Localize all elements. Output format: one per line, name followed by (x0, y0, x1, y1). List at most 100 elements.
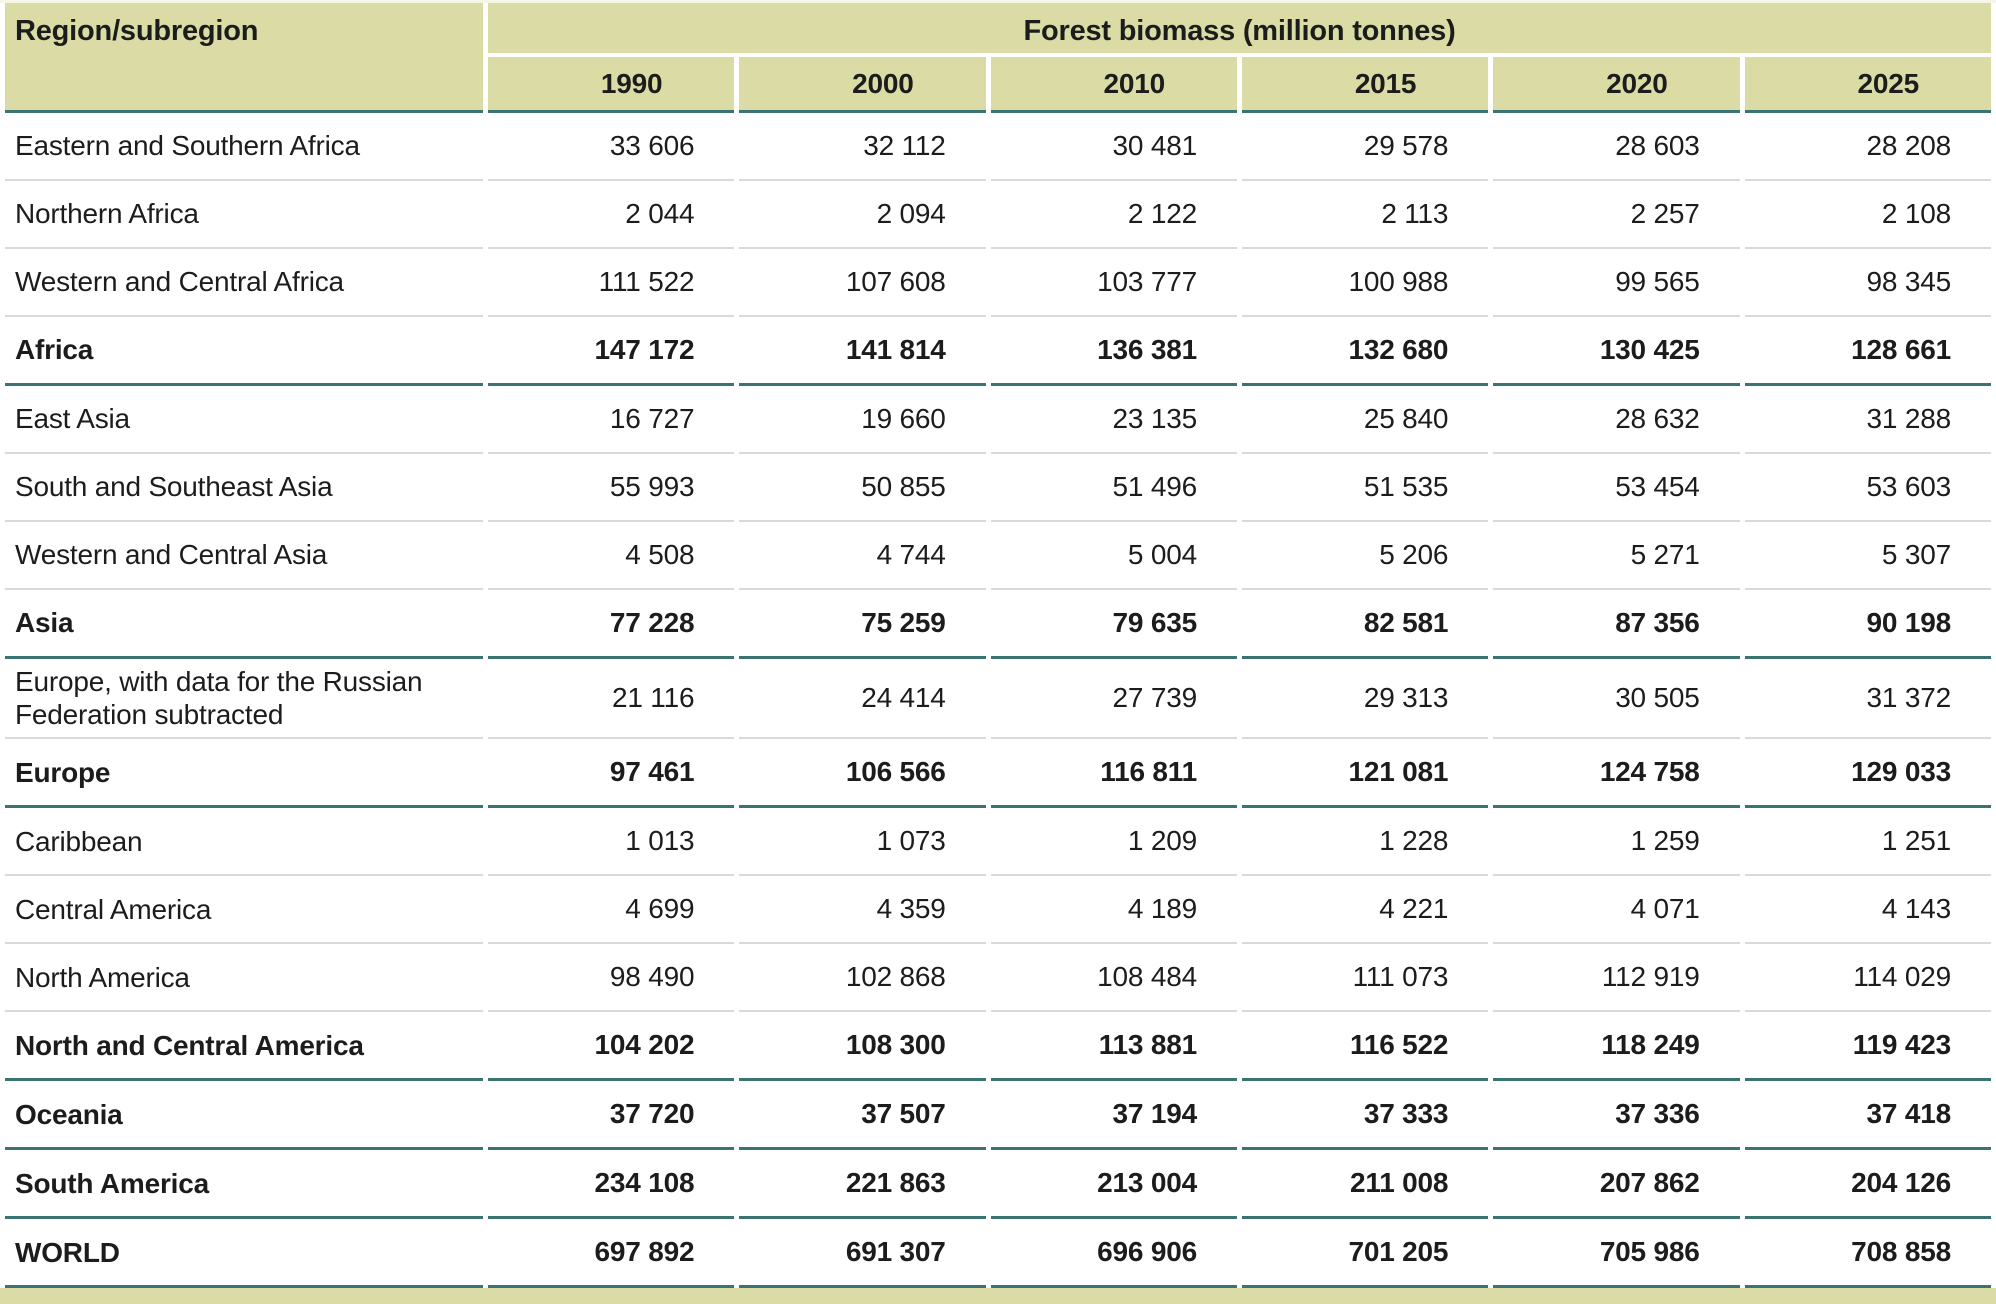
years-header-row: 1990 2000 2010 2015 2020 2025 (5, 53, 1991, 113)
value-cell: 29 578 (1241, 113, 1489, 181)
table-row: South America 234 108 221 863 213 004 211 00… (5, 1150, 1991, 1220)
value-cell: 30 481 (990, 113, 1237, 181)
table-row: Western and Central Asia 4 508 4 744 5 004 5… (5, 522, 1991, 590)
value-cell: 1 209 (990, 808, 1237, 877)
value-cell: 1 013 (488, 808, 735, 877)
header-title-row: Region/subregion Forest biomass (million… (5, 3, 1991, 113)
value-cell: 50 855 (739, 454, 986, 522)
value-cell: 53 454 (1493, 454, 1740, 522)
value-cell: 28 632 (1493, 386, 1740, 454)
value-cell: 4 143 (1744, 876, 1991, 945)
value-cell: 28 208 (1744, 113, 1991, 181)
row-label: North America (5, 944, 483, 1013)
value-cell: 99 565 (1493, 249, 1740, 317)
value-cell: 119 423 (1744, 1012, 1991, 1082)
value-cell: 98 345 (1744, 249, 1991, 317)
value-cell: 25 840 (1241, 386, 1489, 454)
region-column-header: Region/subregion (5, 3, 483, 113)
value-cell: 111 073 (1241, 944, 1489, 1013)
table-row: Europe, with data for the Russian Federa… (5, 659, 1991, 740)
value-cell: 104 202 (488, 1012, 735, 1082)
value-cell: 4 221 (1241, 876, 1489, 945)
value-cell: 102 868 (739, 944, 986, 1013)
value-cell: 55 993 (488, 454, 735, 522)
row-label: Europe (5, 739, 483, 809)
value-cell: 4 071 (1493, 876, 1740, 945)
group-header-forest-biomass: Forest biomass (million tonnes) (488, 3, 1991, 53)
value-cell: 51 496 (990, 454, 1237, 522)
value-cell: 204 126 (1744, 1150, 1991, 1220)
value-cell: 141 814 (739, 317, 986, 386)
value-cell: 121 081 (1241, 739, 1489, 809)
table-row: Europe 97 461 106 566 116 811 121 081 124 758… (5, 739, 1991, 809)
value-cell: 697 892 (488, 1219, 735, 1289)
value-cell: 82 581 (1241, 590, 1489, 659)
year-header-2020: 2020 (1493, 53, 1740, 113)
value-cell: 108 300 (739, 1012, 986, 1082)
year-header-2025: 2025 (1744, 53, 1991, 113)
value-cell: 112 919 (1493, 944, 1740, 1013)
value-cell: 75 259 (739, 590, 986, 659)
table-row: WORLD 697 892 691 307 696 906 701 205 705 986… (5, 1219, 1991, 1289)
value-cell: 37 336 (1493, 1081, 1740, 1151)
value-cell: 211 008 (1241, 1150, 1489, 1220)
row-label: Asia (5, 590, 483, 659)
value-cell: 37 333 (1241, 1081, 1489, 1151)
value-cell: 37 720 (488, 1081, 735, 1151)
value-cell: 33 606 (488, 113, 735, 181)
table-row: Africa 147 172 141 814 136 381 132 680 130 42… (5, 317, 1991, 386)
value-cell: 116 811 (990, 739, 1237, 809)
value-cell: 4 359 (739, 876, 986, 945)
value-cell: 5 206 (1241, 522, 1489, 590)
value-cell: 27 739 (990, 659, 1237, 740)
table-body: Eastern and Southern Africa 33 606 32 112 3… (5, 113, 1991, 1289)
value-cell: 106 566 (739, 739, 986, 809)
row-label: Europe, with data for the Russian Federa… (5, 659, 483, 740)
table-row: East Asia 16 727 19 660 23 135 25 840 28 632 3… (5, 386, 1991, 454)
value-cell: 31 288 (1744, 386, 1991, 454)
row-label: Western and Central Africa (5, 249, 483, 317)
value-cell: 1 251 (1744, 808, 1991, 877)
value-cell: 98 490 (488, 944, 735, 1013)
value-cell: 2 113 (1241, 181, 1489, 249)
value-cell: 37 418 (1744, 1081, 1991, 1151)
value-cell: 37 507 (739, 1081, 986, 1151)
value-cell: 51 535 (1241, 454, 1489, 522)
value-cell: 5 307 (1744, 522, 1991, 590)
value-cell: 90 198 (1744, 590, 1991, 659)
value-cell: 111 522 (488, 249, 735, 317)
value-cell: 16 727 (488, 386, 735, 454)
value-cell: 103 777 (990, 249, 1237, 317)
row-label: Oceania (5, 1081, 483, 1151)
value-cell: 1 259 (1493, 808, 1740, 877)
row-label: Western and Central Asia (5, 522, 483, 590)
forest-biomass-table: Region/subregion Forest biomass (million… (0, 3, 1996, 1289)
year-header-2010: 2010 (990, 53, 1237, 113)
value-cell: 234 108 (488, 1150, 735, 1220)
value-cell: 2 094 (739, 181, 986, 249)
value-cell: 1 228 (1241, 808, 1489, 877)
value-cell: 4 699 (488, 876, 735, 945)
value-cell: 4 508 (488, 522, 735, 590)
table-row: North and Central America 104 202 108 300 1… (5, 1012, 1991, 1082)
table-header: Region/subregion Forest biomass (million… (5, 3, 1991, 113)
value-cell: 129 033 (1744, 739, 1991, 809)
value-cell: 108 484 (990, 944, 1237, 1013)
value-cell: 100 988 (1241, 249, 1489, 317)
row-label: Central America (5, 876, 483, 945)
value-cell: 124 758 (1493, 739, 1740, 809)
value-cell: 97 461 (488, 739, 735, 809)
year-header-2015: 2015 (1241, 53, 1489, 113)
year-header-2000: 2000 (739, 53, 986, 113)
value-cell: 4 744 (739, 522, 986, 590)
value-cell: 207 862 (1493, 1150, 1740, 1220)
table-row: Central America 4 699 4 359 4 189 4 221 4 071… (5, 876, 1991, 945)
row-label: East Asia (5, 386, 483, 454)
value-cell: 19 660 (739, 386, 986, 454)
value-cell: 2 122 (990, 181, 1237, 249)
value-cell: 77 228 (488, 590, 735, 659)
value-cell: 128 661 (1744, 317, 1991, 386)
value-cell: 107 608 (739, 249, 986, 317)
value-cell: 30 505 (1493, 659, 1740, 740)
value-cell: 1 073 (739, 808, 986, 877)
